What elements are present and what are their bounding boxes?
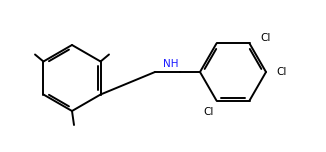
Text: Cl: Cl — [260, 33, 271, 43]
Text: Cl: Cl — [203, 107, 214, 117]
Text: Cl: Cl — [277, 67, 287, 77]
Text: NH: NH — [163, 59, 179, 69]
